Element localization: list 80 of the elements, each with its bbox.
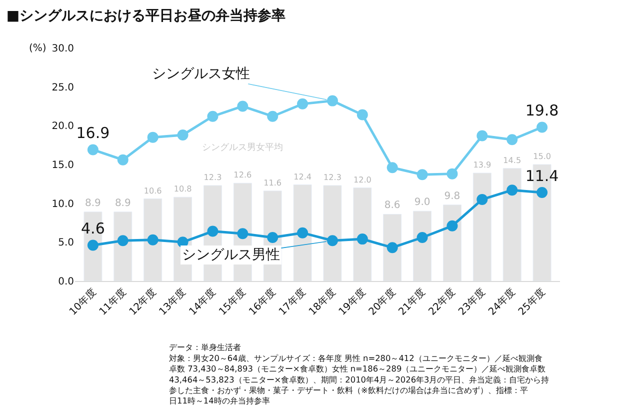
data-label: 9.8 bbox=[444, 190, 460, 202]
x-tick-label: 22年度 bbox=[426, 286, 458, 318]
point bbox=[326, 235, 338, 246]
chart-title: ■シングルスにおける平日お昼の弁当持参率 bbox=[6, 6, 286, 24]
x-tick-label: 23年度 bbox=[456, 286, 488, 318]
y-axis-title: (%) bbox=[29, 43, 46, 54]
point bbox=[506, 134, 518, 146]
point bbox=[117, 154, 128, 166]
data-label: 16.9 bbox=[76, 124, 110, 142]
point bbox=[177, 129, 188, 140]
x-tick-label: 15年度 bbox=[216, 286, 248, 318]
point bbox=[416, 232, 428, 244]
point bbox=[237, 228, 248, 240]
point bbox=[476, 130, 488, 142]
data-label: 10.8 bbox=[174, 184, 192, 194]
point bbox=[476, 194, 488, 205]
data-label: 8.9 bbox=[114, 198, 131, 209]
x-tick-label: 14年度 bbox=[186, 286, 218, 318]
data-label: 12.0 bbox=[353, 175, 372, 184]
data-label: 19.8 bbox=[525, 102, 559, 120]
point bbox=[87, 144, 98, 156]
data-label: 12.6 bbox=[234, 170, 252, 180]
point bbox=[416, 169, 428, 180]
point bbox=[147, 132, 158, 143]
point bbox=[297, 98, 308, 110]
point bbox=[87, 240, 98, 251]
y-tick-label: 30.0 bbox=[52, 44, 74, 54]
point bbox=[356, 109, 368, 120]
data-label: 8.6 bbox=[384, 200, 400, 212]
text: データ：単身生活者 bbox=[169, 342, 241, 352]
x-tick-label: 24年度 bbox=[486, 286, 518, 318]
point bbox=[267, 110, 278, 122]
series-label: シングルス女性 bbox=[152, 66, 250, 82]
x-tick-label: 25年度 bbox=[516, 286, 548, 318]
point bbox=[446, 168, 458, 180]
point bbox=[207, 110, 218, 122]
x-tick-label: 13年度 bbox=[156, 286, 188, 318]
point bbox=[117, 235, 128, 246]
x-tick-label: 21年度 bbox=[396, 286, 428, 318]
point bbox=[356, 234, 368, 245]
point bbox=[386, 242, 398, 254]
x-tick-label: 11年度 bbox=[96, 286, 129, 318]
data-label: 4.6 bbox=[81, 220, 105, 238]
x-tick-label: 10年度 bbox=[66, 286, 99, 318]
text: 対象：男女20～64歳、サンプルサイズ：各年度 男性 n=280～412（ユニークモニター）／延べ観測食卓数 73,430～84,893（モニター×食卓数）女性 n=186～289（ユニークモニター）／延べ観測食卓数 43,464～53,823（モニター×食卓数）、期間：2010年4月～2026年3月の平日、弁当定義：自宅から持参した主食・おかず・果物・菓子・デザート・飲料（※飲料だけの場合は弁当に含めず）、指標：平日11時～14時の弁当持参率 bbox=[169, 353, 550, 406]
data-label: 12.3 bbox=[204, 173, 222, 182]
y-tick-label: 20.0 bbox=[52, 121, 74, 132]
data-label: 14.5 bbox=[503, 156, 522, 165]
data-label: 10.6 bbox=[144, 186, 162, 196]
point bbox=[326, 95, 338, 106]
data-label: 11.4 bbox=[525, 166, 559, 185]
data-label: 12.3 bbox=[324, 173, 342, 182]
data-label: 8.9 bbox=[85, 198, 101, 209]
data-label: 15.0 bbox=[533, 152, 551, 162]
point bbox=[446, 220, 458, 232]
series-label: シングルス男性 bbox=[182, 247, 280, 263]
x-tick-label: 18年度 bbox=[306, 286, 338, 318]
y-tick-label: 10.0 bbox=[52, 198, 74, 210]
x-tick-label: 17年度 bbox=[276, 286, 308, 318]
point bbox=[207, 226, 218, 237]
point bbox=[536, 122, 548, 133]
data-label: 9.0 bbox=[414, 197, 430, 208]
point bbox=[386, 162, 398, 174]
point bbox=[237, 100, 248, 112]
x-tick-label: 19年度 bbox=[336, 286, 368, 318]
point bbox=[506, 184, 518, 196]
y-tick-label: 15.0 bbox=[52, 160, 74, 171]
point bbox=[536, 186, 548, 198]
y-tick-label: 5.0 bbox=[58, 238, 74, 249]
x-tick-label: 12年度 bbox=[126, 286, 158, 318]
y-tick-label: 0.0 bbox=[58, 276, 74, 288]
y-tick-label: 25.0 bbox=[52, 82, 74, 94]
point bbox=[147, 234, 158, 246]
x-tick-label: 20年度 bbox=[366, 286, 398, 318]
data-label: 11.6 bbox=[264, 178, 282, 188]
point bbox=[297, 227, 308, 238]
data-label: 13.9 bbox=[473, 160, 492, 170]
data-label: 12.4 bbox=[294, 172, 312, 182]
point bbox=[267, 232, 278, 244]
x-tick-label: 16年度 bbox=[246, 286, 278, 318]
